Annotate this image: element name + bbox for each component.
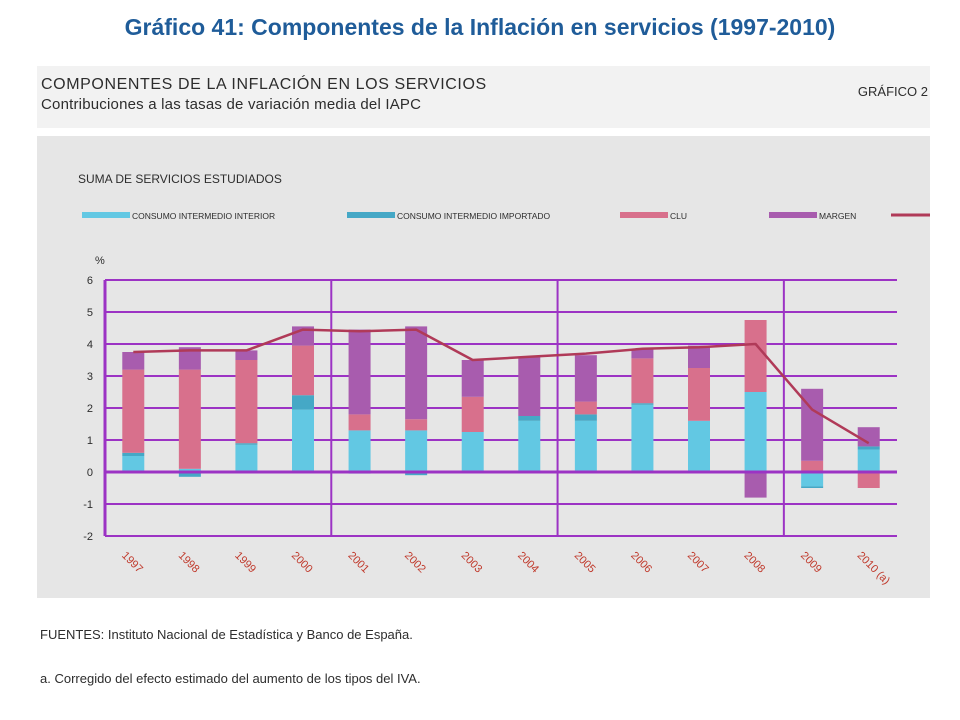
x-tick-label: 1999 [232, 550, 258, 576]
bar-segment [405, 472, 428, 476]
legend-swatch [347, 212, 395, 218]
sources-note: FUENTES: Instituto Nacional de Estadísti… [40, 627, 413, 642]
bar-segment [348, 414, 371, 431]
bar-segment [292, 345, 314, 396]
bar-segment [744, 392, 767, 472]
bar-segment [178, 369, 201, 469]
bar-segment [801, 388, 824, 461]
graph-number: GRÁFICO 2 [857, 84, 928, 99]
bar-segment [631, 404, 654, 472]
x-tick-label: 2002 [402, 550, 428, 576]
x-tick-label: 2009 [798, 550, 824, 576]
header-title: COMPONENTES DE LA INFLACIÓN EN LOS SERVI… [41, 76, 487, 93]
bar-segment [688, 420, 710, 472]
footnote: a. Corregido del efecto estimado del aum… [40, 671, 421, 686]
x-tick-label: 2001 [345, 550, 371, 576]
y-tick-label: 5 [87, 307, 93, 319]
legend-swatch [620, 212, 668, 218]
bar-segment [857, 446, 880, 450]
x-tick-label: 2006 [628, 550, 654, 576]
x-tick-label: 2010 (a) [855, 550, 892, 587]
bar-segment [292, 409, 314, 472]
bar-segment [631, 358, 654, 404]
slide-title: Gráfico 41: Componentes de la Inflación … [124, 14, 836, 40]
bar-segment [235, 444, 258, 472]
bar-segment [292, 395, 314, 410]
y-tick-label: 3 [87, 371, 93, 383]
legend-label: CONSUMO INTERMEDIO INTERIOR [132, 211, 275, 221]
x-tick-label: 2007 [685, 550, 711, 576]
y-tick-label: 2 [87, 403, 93, 415]
y-axis-label: % [95, 255, 105, 267]
bar-segment [744, 472, 767, 498]
bar-segment [857, 427, 880, 447]
x-tick-label: 1997 [119, 550, 145, 576]
bar-segment [235, 350, 258, 360]
bar-segment [348, 430, 371, 472]
bar-segment [574, 420, 597, 472]
bar-segment [631, 403, 654, 405]
bar-segment [631, 348, 654, 359]
bar-segment [461, 360, 484, 397]
bar-segment [518, 356, 541, 416]
bar-segment [518, 420, 541, 472]
y-tick-label: 1 [87, 435, 93, 447]
x-tick-label: 2000 [289, 550, 315, 576]
y-tick-label: -1 [83, 499, 93, 511]
bar-segment [801, 472, 824, 487]
y-tick-label: 6 [87, 275, 93, 287]
bar-segment [574, 401, 597, 415]
bar-segment [122, 369, 145, 453]
bar-segment [178, 468, 201, 472]
iapc-line [133, 328, 870, 445]
bar-segment [405, 430, 428, 472]
chart-header: COMPONENTES DE LA INFLACIÓN EN LOS SERVI… [37, 66, 930, 128]
bar-segment [235, 443, 258, 445]
chart-panel: SUMA DE SERVICIOS ESTUDIADOS CONSUMO INTE… [37, 136, 930, 598]
bar-segment [348, 329, 371, 415]
bar-segment [122, 352, 145, 370]
legend-label: CLU [670, 211, 687, 221]
legend-swatch [82, 212, 130, 218]
legend-swatch [769, 212, 817, 218]
x-tick-label: 1998 [176, 550, 202, 576]
bar-segment [744, 320, 767, 392]
bar-segment [857, 449, 880, 472]
bar-segment [574, 355, 597, 402]
legend-label: MARGEN [819, 211, 856, 221]
bar-segment [461, 432, 484, 472]
chart-title: SUMA DE SERVICIOS ESTUDIADOS [78, 172, 282, 186]
bar-segment [178, 472, 201, 477]
y-tick-label: 0 [87, 467, 93, 479]
bar-segment [405, 419, 428, 431]
bar-segment [688, 368, 710, 421]
y-tick-label: -2 [83, 531, 93, 543]
bar-segment [405, 326, 428, 420]
bar-segment [801, 460, 824, 472]
legend-swatch [891, 213, 930, 217]
bar-segment [688, 345, 710, 368]
y-tick-label: 4 [87, 339, 93, 351]
x-tick-label: 2003 [459, 550, 485, 576]
bar-segment [801, 486, 824, 488]
bar-segment [122, 456, 145, 472]
x-tick-label: 2004 [515, 550, 541, 576]
x-tick-label: 2005 [572, 550, 598, 576]
bar-segment [122, 452, 145, 456]
bar-segment [461, 396, 484, 432]
chart-canvas: SUMA DE SERVICIOS ESTUDIADOS CONSUMO INTE… [78, 172, 930, 587]
bar-segment [518, 416, 541, 421]
bar-segment [857, 472, 880, 488]
bar-segment [574, 414, 597, 421]
legend-label: CONSUMO INTERMEDIO IMPORTADO [397, 211, 551, 221]
x-tick-label: 2008 [741, 550, 767, 576]
header-subtitle: Contribuciones a las tasas de variación … [41, 96, 422, 113]
bar-segment [235, 360, 258, 444]
bar-segment [178, 347, 201, 370]
